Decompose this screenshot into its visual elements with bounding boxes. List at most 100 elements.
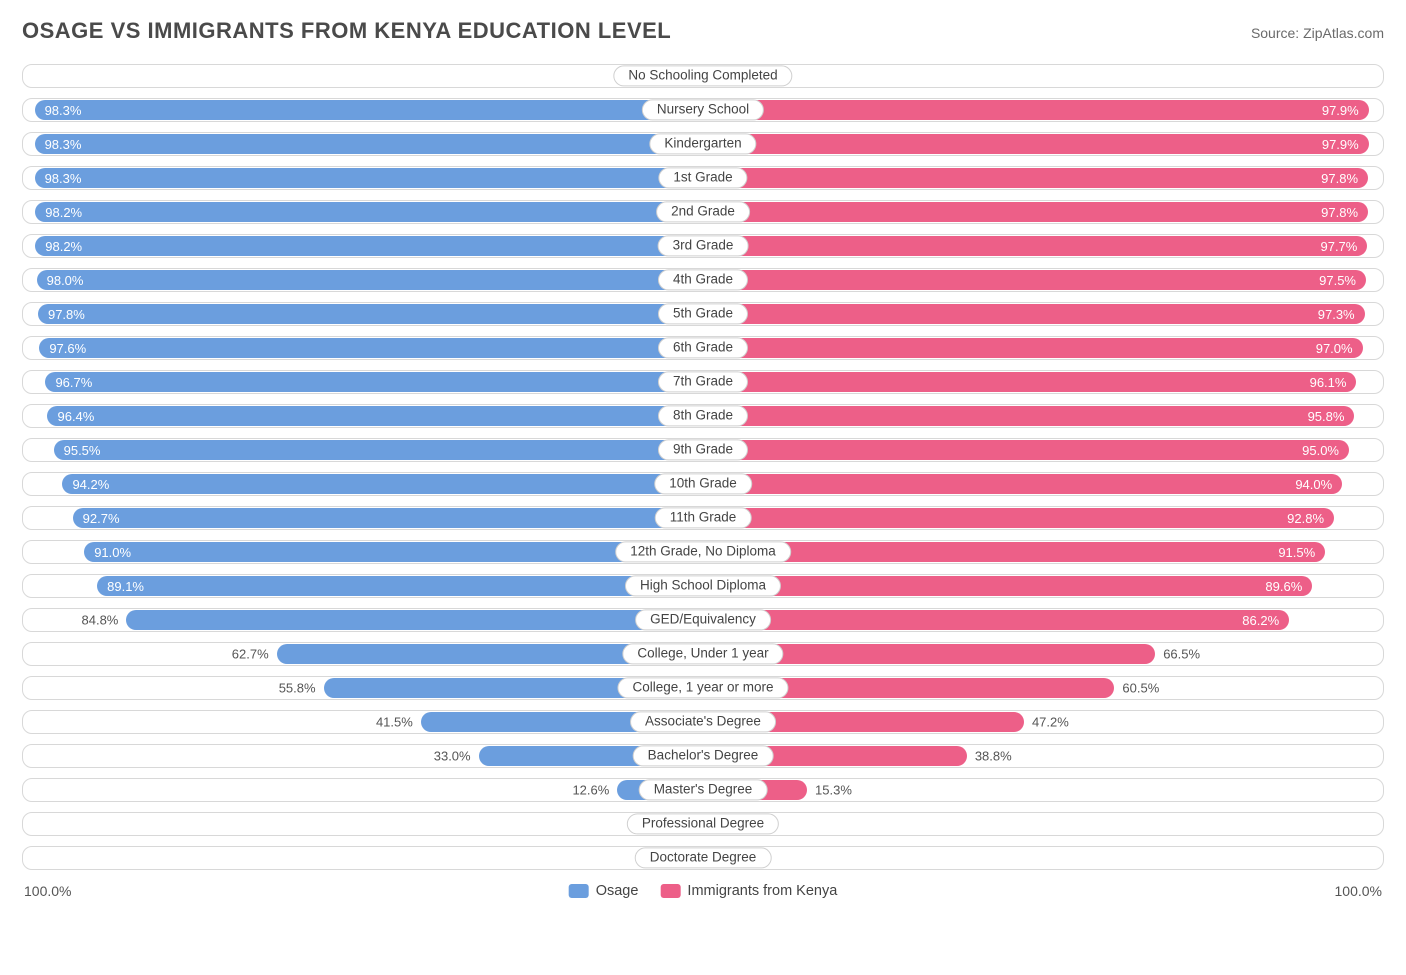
- category-label: High School Diploma: [625, 575, 781, 596]
- bar-right-value: 47.2%: [1024, 715, 1069, 730]
- bar-right-value: 89.6%: [1265, 579, 1302, 594]
- bar-right: 97.0%: [703, 338, 1363, 358]
- bar-right-value: 97.9%: [1322, 137, 1359, 152]
- axis-label-right: 100.0%: [1335, 883, 1382, 899]
- bar-right-value: 97.7%: [1320, 239, 1357, 254]
- bar-left-value: 95.5%: [64, 443, 101, 458]
- bar-left: 95.5%: [54, 440, 703, 460]
- category-label: Nursery School: [642, 99, 764, 120]
- bar-right: 91.5%: [703, 542, 1325, 562]
- bar-right-value: 97.9%: [1322, 103, 1359, 118]
- category-label: Kindergarten: [649, 133, 756, 154]
- bar-left-value: 96.4%: [57, 409, 94, 424]
- category-label: College, Under 1 year: [622, 643, 783, 664]
- diverging-bar-chart: 1.8%2.1%No Schooling Completed 98.3% 97.9%…: [22, 64, 1384, 870]
- chart-row: 98.2%97.8%2nd Grade: [22, 200, 1384, 224]
- legend: Osage Immigrants from Kenya: [569, 883, 838, 899]
- bar-right: 89.6%: [703, 576, 1312, 596]
- legend-swatch-kenya: [660, 884, 680, 898]
- category-label: 5th Grade: [658, 303, 748, 324]
- bar-right-value: 97.0%: [1316, 341, 1353, 356]
- bar-right-value: 86.2%: [1242, 613, 1279, 628]
- bar-right-value: 97.5%: [1319, 273, 1356, 288]
- category-label: 1st Grade: [658, 167, 747, 188]
- bar-left: 92.7%: [73, 508, 703, 528]
- chart-row: 98.3% 97.8% 1st Grade: [22, 166, 1384, 190]
- bar-left: 96.4%: [47, 406, 703, 426]
- bar-right-value: 97.3%: [1318, 307, 1355, 322]
- bar-left: 98.3%: [35, 100, 703, 120]
- chart-row: 89.1% 89.6% High School Diploma: [22, 574, 1384, 598]
- bar-right-value: 38.8%: [967, 749, 1012, 764]
- bar-left-value: 91.0%: [94, 545, 131, 560]
- bar-left-value: 96.7%: [55, 375, 92, 390]
- bar-left-value: 62.7%: [232, 647, 277, 662]
- bar-right: 86.2%: [703, 610, 1289, 630]
- bar-left-value: 94.2%: [72, 477, 109, 492]
- bar-right: 97.8%: [703, 168, 1368, 188]
- category-label: 10th Grade: [654, 473, 752, 494]
- category-label: Associate's Degree: [630, 711, 776, 732]
- category-label: Doctorate Degree: [635, 847, 772, 868]
- bar-left: 98.3%: [35, 134, 703, 154]
- chart-row: 3.7%4.4%Professional Degree: [22, 812, 1384, 836]
- source-link[interactable]: ZipAtlas.com: [1303, 25, 1384, 41]
- bar-right: 97.8%: [703, 202, 1368, 222]
- bar-left: 98.2%: [35, 202, 703, 222]
- chart-row: 84.8% 86.2% GED/Equivalency: [22, 608, 1384, 632]
- bar-left: 98.0%: [37, 270, 703, 290]
- bar-right-value: 96.1%: [1310, 375, 1347, 390]
- bar-right: 94.0%: [703, 474, 1342, 494]
- chart-row: 95.5%95.0%9th Grade: [22, 438, 1384, 462]
- chart-row: 98.0% 97.5% 4th Grade: [22, 268, 1384, 292]
- chart-row: 1.7%1.9%Doctorate Degree: [22, 846, 1384, 870]
- bar-right: 97.9%: [703, 100, 1369, 120]
- chart-row: 33.0%38.8%Bachelor's Degree: [22, 744, 1384, 768]
- bar-left: 84.8%: [126, 610, 703, 630]
- bar-right-value: 97.8%: [1321, 205, 1358, 220]
- bar-right-value: 97.8%: [1321, 171, 1358, 186]
- bar-left: 96.7%: [45, 372, 703, 392]
- chart-row: 97.6%97.0%6th Grade: [22, 336, 1384, 360]
- chart-row: 94.2% 94.0%10th Grade: [22, 472, 1384, 496]
- category-label: 7th Grade: [658, 371, 748, 392]
- bar-left-value: 89.1%: [107, 579, 144, 594]
- chart-row: 96.4%95.8%8th Grade: [22, 404, 1384, 428]
- bar-right-value: 15.3%: [807, 783, 852, 798]
- bar-left: 97.6%: [39, 338, 703, 358]
- bar-right-value: 60.5%: [1114, 681, 1159, 696]
- bar-right: 97.3%: [703, 304, 1365, 324]
- category-label: 4th Grade: [658, 269, 748, 290]
- bar-left-value: 55.8%: [279, 681, 324, 696]
- bar-right: 97.9%: [703, 134, 1369, 154]
- chart-row: 62.7%66.5%College, Under 1 year: [22, 642, 1384, 666]
- chart-row: 98.3% 97.9% Nursery School: [22, 98, 1384, 122]
- legend-swatch-osage: [569, 884, 589, 898]
- category-label: Professional Degree: [627, 813, 779, 834]
- chart-title: OSAGE VS IMMIGRANTS FROM KENYA EDUCATION…: [22, 18, 671, 44]
- category-label: GED/Equivalency: [635, 609, 771, 630]
- bar-left-value: 12.6%: [572, 783, 617, 798]
- category-label: 12th Grade, No Diploma: [615, 541, 791, 562]
- chart-header: OSAGE VS IMMIGRANTS FROM KENYA EDUCATION…: [22, 18, 1384, 44]
- bar-left: 98.2%: [35, 236, 703, 256]
- chart-source: Source: ZipAtlas.com: [1251, 25, 1384, 41]
- bar-right-value: 92.8%: [1287, 511, 1324, 526]
- category-label: 3rd Grade: [658, 235, 749, 256]
- bar-left-value: 98.2%: [45, 205, 82, 220]
- axis-label-left: 100.0%: [24, 883, 71, 899]
- chart-row: 12.6% 15.3% Master's Degree: [22, 778, 1384, 802]
- bar-left: 98.3%: [35, 168, 703, 188]
- chart-row: 1.8%2.1%No Schooling Completed: [22, 64, 1384, 88]
- bar-left-value: 97.6%: [49, 341, 86, 356]
- category-label: Bachelor's Degree: [633, 745, 774, 766]
- bar-right-value: 95.8%: [1308, 409, 1345, 424]
- chart-row: 98.3% 97.9% Kindergarten: [22, 132, 1384, 156]
- chart-row: 96.7% 96.1% 7th Grade: [22, 370, 1384, 394]
- bar-left-value: 98.3%: [45, 137, 82, 152]
- bar-right: 97.7%: [703, 236, 1367, 256]
- bar-left-value: 98.3%: [45, 103, 82, 118]
- category-label: 11th Grade: [655, 507, 752, 528]
- category-label: Master's Degree: [639, 779, 768, 800]
- category-label: College, 1 year or more: [617, 677, 788, 698]
